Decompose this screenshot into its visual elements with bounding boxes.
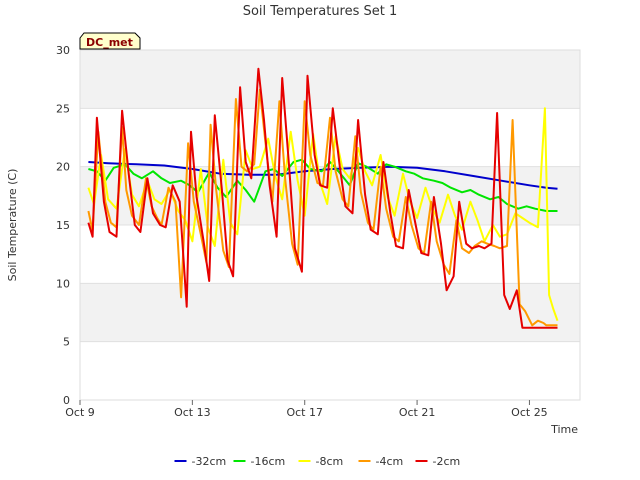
site-tag-box — [79, 32, 141, 50]
y-tick-label: 20 — [56, 161, 70, 174]
y-tick-label: 30 — [56, 44, 70, 57]
y-tick-label: 10 — [56, 277, 70, 290]
y-tick-label: 15 — [56, 219, 70, 232]
legend-label: -16cm — [251, 455, 286, 468]
x-tick-label: Oct 9 — [65, 406, 95, 419]
grid-band — [80, 50, 580, 109]
plot-frame — [79, 49, 581, 401]
x-tick-label: Oct 17 — [286, 406, 323, 419]
legend-label: -4cm — [376, 455, 404, 468]
legend-label: -32cm — [192, 455, 227, 468]
x-tick-label: Oct 21 — [399, 406, 436, 419]
y-tick-label: 0 — [63, 394, 70, 407]
legend-label: -2cm — [433, 455, 461, 468]
x-tick-label: Oct 25 — [511, 406, 548, 419]
x-axis-label: Time — [550, 423, 578, 436]
series-line-minus-32cm — [88, 161, 558, 190]
legend-label: -8cm — [316, 455, 344, 468]
site-tag: DC_met — [79, 32, 141, 50]
x-axis-ticks: Oct 9 Oct 13 Oct 17 Oct 21 Oct 25 — [65, 400, 548, 419]
series-lines — [87, 67, 559, 329]
y-axis-label: Soil Temperature (C) — [6, 169, 19, 282]
site-tag-label: DC_met — [86, 36, 133, 49]
y-tick-label: 5 — [63, 336, 70, 349]
plot-background-bands — [79, 49, 581, 401]
legend: -32cm -16cm -8cm -4cm -2cm — [174, 455, 461, 468]
y-axis-ticks: 0 5 10 15 20 25 30 — [56, 44, 70, 407]
y-tick-label: 25 — [56, 102, 70, 115]
x-tick-label: Oct 13 — [174, 406, 211, 419]
grid-band — [80, 283, 580, 342]
series-line-minus-2cm — [87, 67, 558, 329]
chart-title: Soil Temperatures Set 1 — [243, 4, 398, 19]
